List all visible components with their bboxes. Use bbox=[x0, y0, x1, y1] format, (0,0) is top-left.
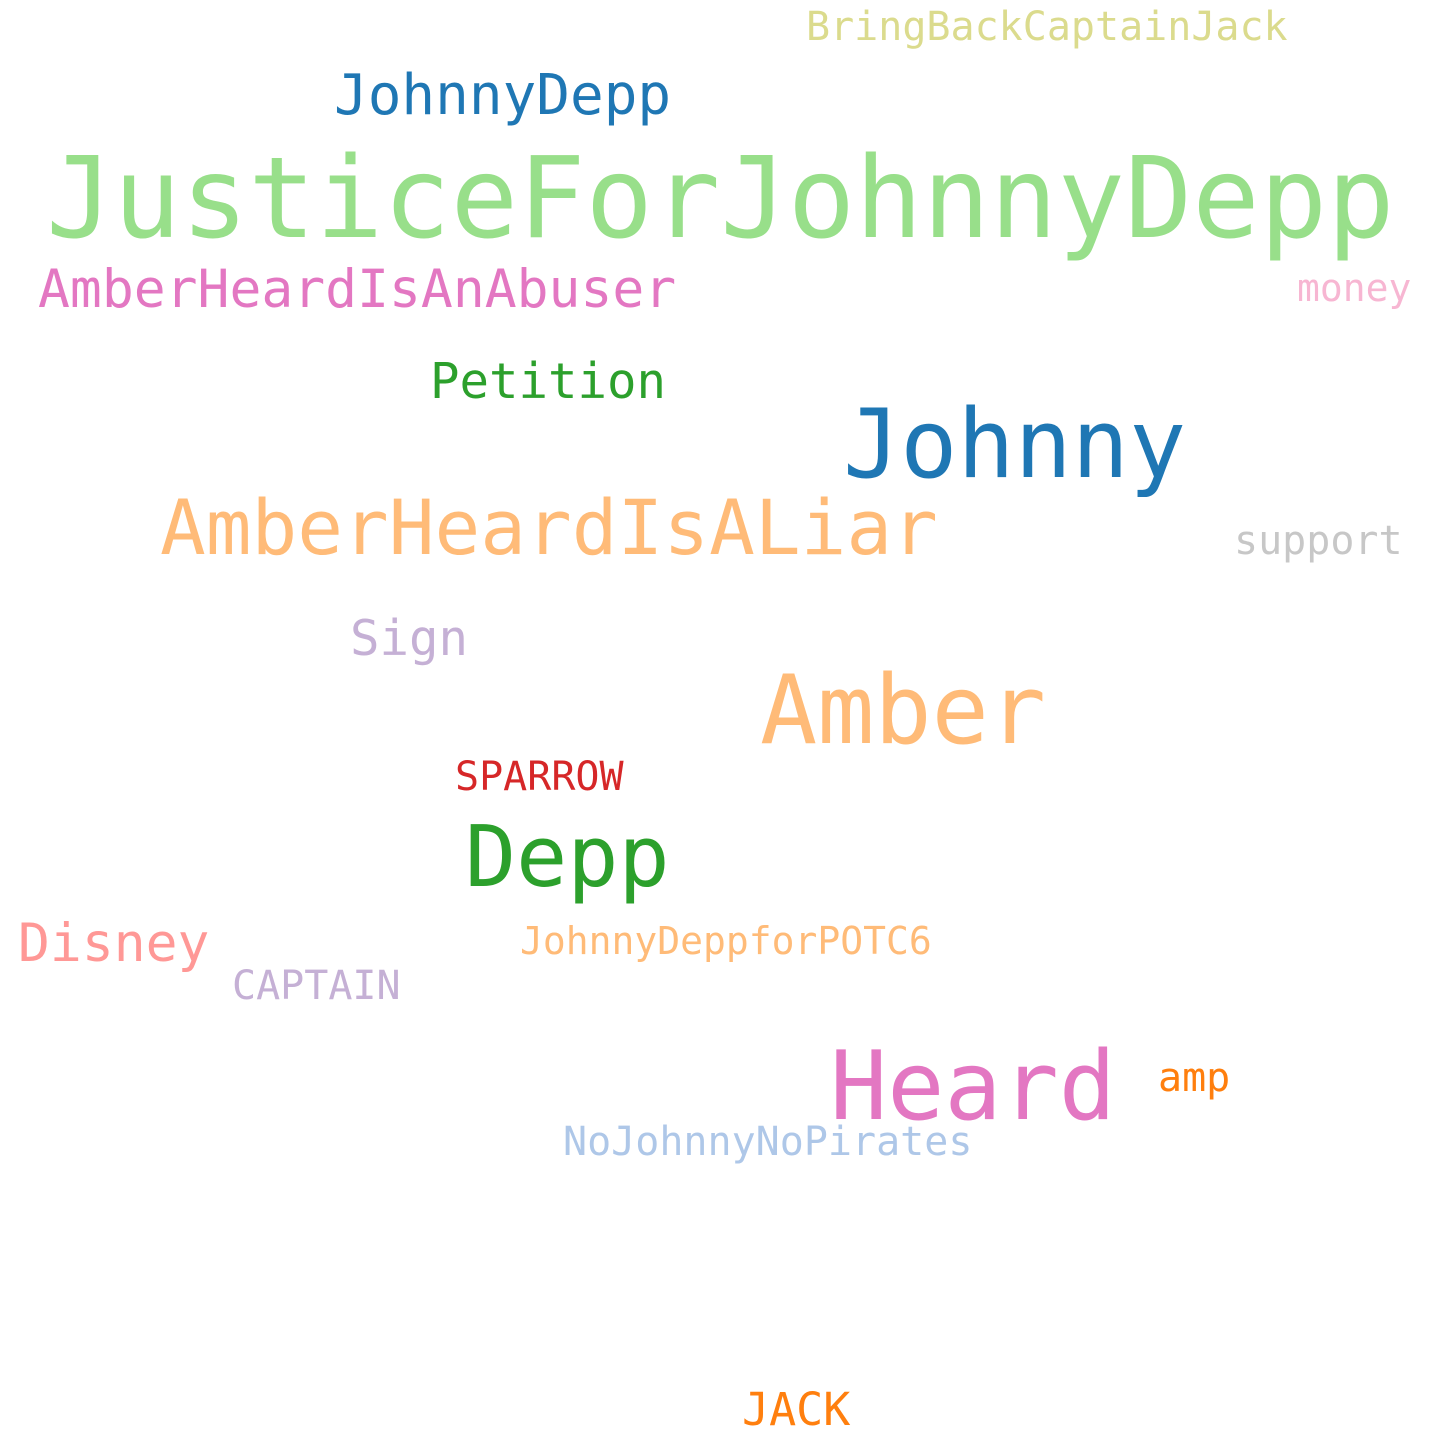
word-heard: Heard bbox=[830, 1032, 1116, 1142]
word-support: support bbox=[1234, 518, 1403, 564]
word-depp: Depp bbox=[465, 808, 670, 907]
word-johnnydepp: JohnnyDepp bbox=[334, 63, 672, 128]
word-money: money bbox=[1297, 266, 1412, 310]
word-disney: Disney bbox=[18, 913, 210, 974]
word-amp: amp bbox=[1158, 1055, 1231, 1101]
word-petition: Petition bbox=[430, 353, 667, 410]
word-amberheardisanabuser: AmberHeardIsAnAbuser bbox=[38, 259, 677, 320]
word-amberheardisaliar: AmberHeardIsALiar bbox=[160, 483, 938, 572]
word-sparrow: SPARROW bbox=[455, 754, 624, 800]
word-johnnydeppforpotc6: JohnnyDeppforPOTC6 bbox=[520, 919, 932, 963]
word-sign: Sign bbox=[350, 610, 469, 667]
word-bringbackcaptainjack: BringBackCaptainJack bbox=[806, 4, 1288, 50]
word-nojohnnynopirates: NoJohnnyNoPirates bbox=[563, 1119, 973, 1165]
word-jack: JACK bbox=[742, 1383, 851, 1436]
word-johnny: Johnny bbox=[843, 390, 1187, 500]
word-justiceforjohnnydepp: JusticeForJohnnyDepp bbox=[46, 134, 1395, 264]
word-captain: CAPTAIN bbox=[232, 963, 401, 1009]
word-amber: Amber bbox=[760, 656, 1046, 766]
